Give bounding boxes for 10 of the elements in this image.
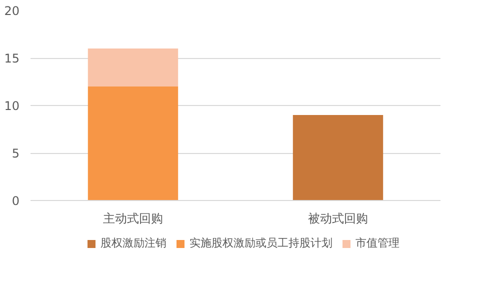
x-tick-label: 被动式回购 bbox=[308, 212, 368, 226]
y-tick-label: 10 bbox=[4, 99, 20, 113]
y-tick-label: 0 bbox=[12, 194, 20, 208]
x-tick-label: 主动式回购 bbox=[103, 212, 163, 226]
y-tick-label: 20 bbox=[4, 4, 20, 18]
legend-label: 股权激励注销 bbox=[100, 236, 166, 250]
y-tick-label: 5 bbox=[12, 146, 20, 160]
y-tick-label: 15 bbox=[4, 52, 20, 66]
legend-label: 实施股权激励或员工持股计划 bbox=[190, 236, 332, 250]
legend-label: 市值管理 bbox=[356, 236, 400, 250]
